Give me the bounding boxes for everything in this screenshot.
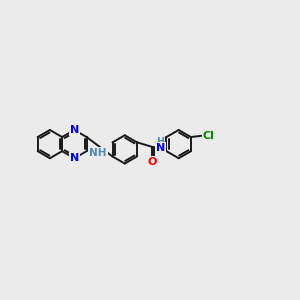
Text: O: O — [147, 157, 156, 167]
Text: H: H — [157, 137, 165, 148]
Text: NH: NH — [89, 148, 107, 158]
Text: N: N — [156, 143, 165, 153]
Text: N: N — [70, 153, 79, 163]
Text: Cl: Cl — [203, 130, 214, 141]
Text: N: N — [70, 125, 79, 135]
